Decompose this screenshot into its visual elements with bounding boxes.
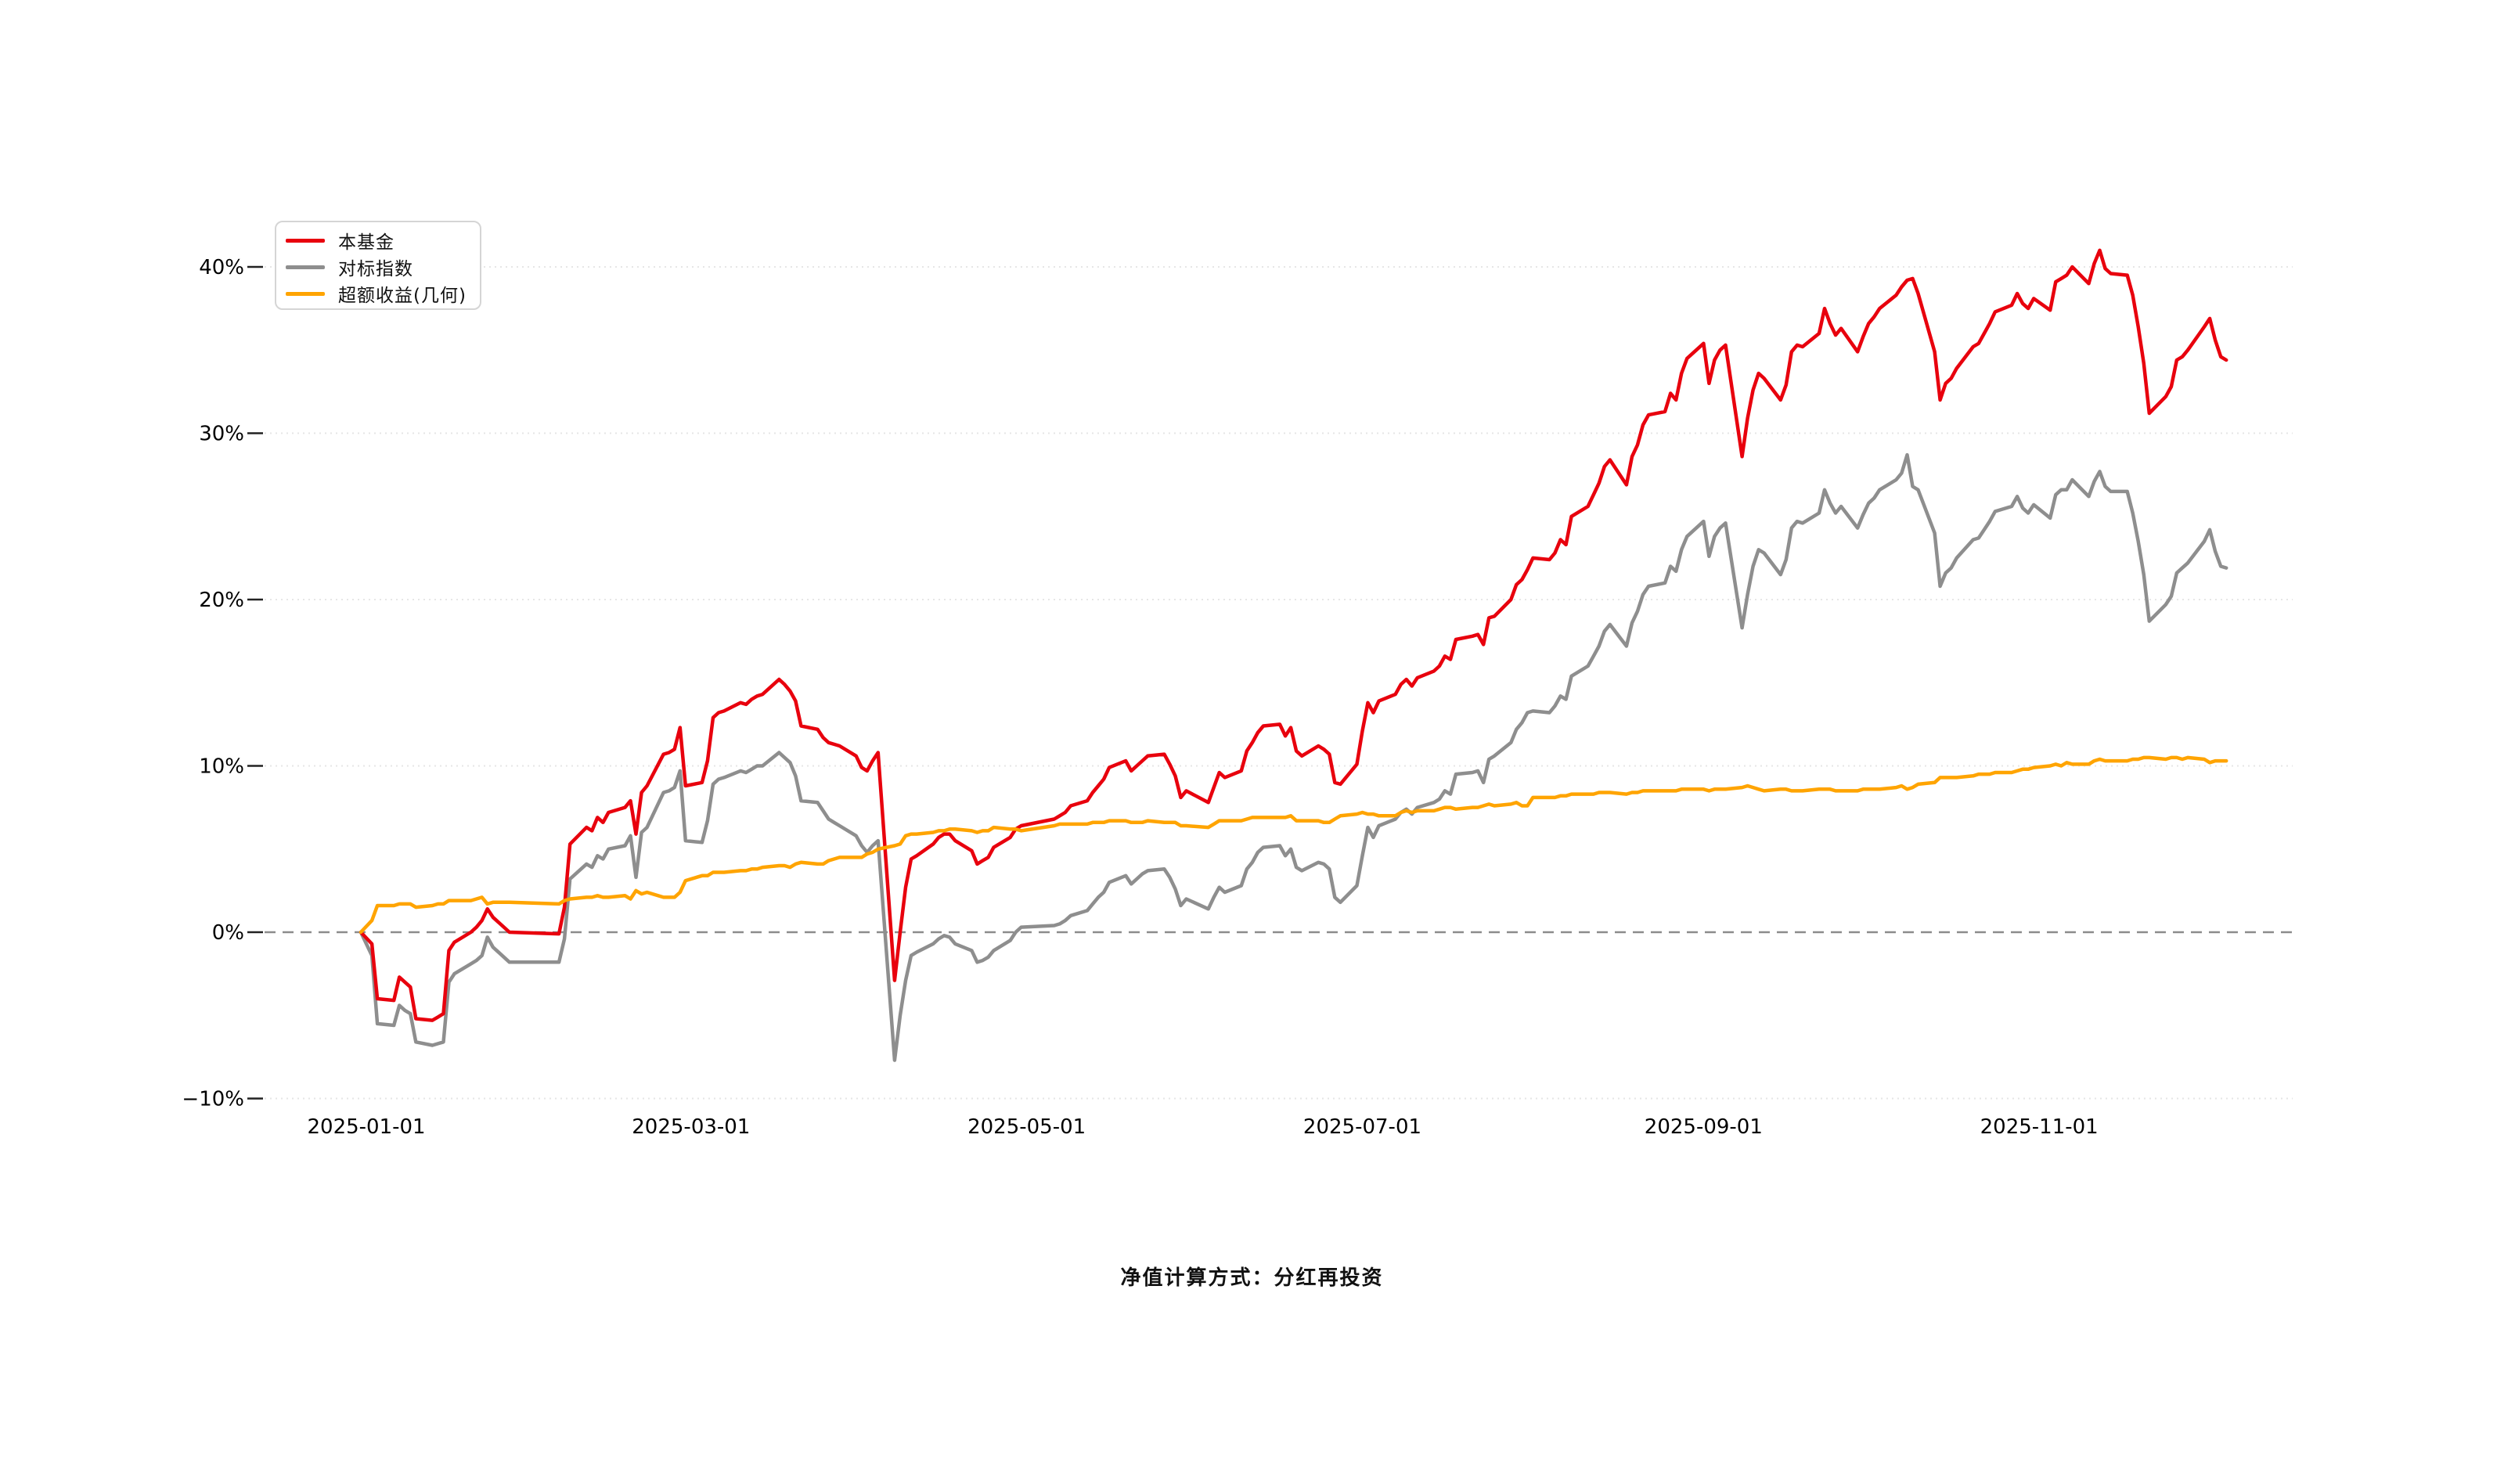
legend-item-index: 对标指数 — [276, 254, 480, 280]
x-tick-label: 2025-03-01 — [632, 1115, 750, 1139]
fund-series-line — [358, 248, 2228, 1022]
legend-item-fund: 本基金 — [276, 227, 480, 254]
data-series — [358, 248, 2228, 1062]
x-tick-label: 2025-01-01 — [308, 1115, 426, 1139]
y-tick-label: 0% — [212, 921, 244, 945]
index-line-swatch-icon — [286, 265, 325, 269]
y-tick-label: −10% — [182, 1088, 244, 1111]
x-tick-label: 2025-05-01 — [967, 1115, 1086, 1139]
legend-label-fund: 本基金 — [338, 232, 395, 253]
y-tick-label: 40% — [199, 256, 244, 279]
index-series-line — [358, 452, 2228, 1062]
fund-line-swatch-icon — [286, 238, 325, 243]
x-tick-label: 2025-09-01 — [1645, 1115, 1763, 1139]
legend: 本基金 对标指数 超额收益(几何) — [275, 221, 481, 310]
y-tick-label: 10% — [199, 755, 244, 779]
x-axis-ticks: 2025-01-01 2025-03-01 2025-05-01 2025-07-01… — [308, 1115, 2099, 1139]
legend-label-excess: 超额收益(几何) — [338, 286, 467, 306]
x-tick-label: 2025-07-01 — [1303, 1115, 1421, 1139]
excess-series-line — [358, 755, 2228, 935]
gridlines — [265, 266, 2293, 1100]
y-tick-label: 20% — [199, 589, 244, 612]
y-axis-ticks: 40% 30% 20% 10% 0% −10% — [182, 256, 263, 1111]
legend-item-excess: 超额收益(几何) — [276, 280, 480, 307]
excess-line-swatch-icon — [286, 291, 325, 296]
legend-label-index: 对标指数 — [338, 259, 413, 279]
y-tick-label: 30% — [199, 423, 244, 446]
footer-note: 净值计算方式：分红再投资 — [1120, 1266, 1384, 1290]
x-tick-label: 2025-11-01 — [1980, 1115, 2099, 1139]
